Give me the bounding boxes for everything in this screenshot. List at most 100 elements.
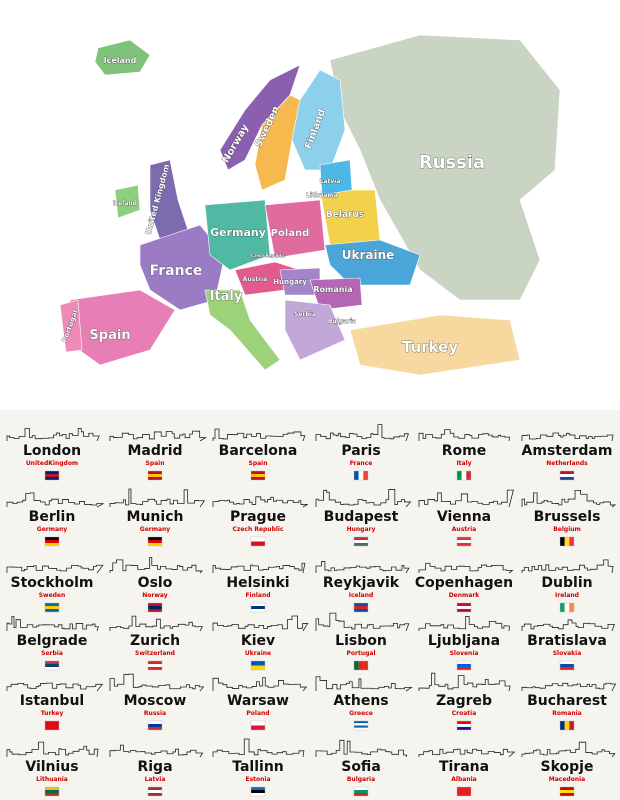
flag-stripe	[457, 540, 471, 543]
skyline	[6, 564, 104, 574]
city-country: Croatia	[452, 710, 477, 717]
flag-stripe	[461, 471, 467, 480]
flag	[456, 660, 472, 671]
flag-stripe	[457, 661, 471, 664]
flag-stripe	[560, 667, 574, 670]
flag-stripe	[251, 541, 265, 546]
flag-stripe	[148, 790, 162, 793]
flag-border	[44, 536, 60, 547]
country-label: Belarus	[326, 210, 364, 220]
skyline	[109, 615, 204, 632]
flag-stripe	[466, 471, 471, 480]
flag-stripe	[45, 664, 59, 667]
flag-stripe	[457, 664, 471, 667]
city-name: Kiev	[241, 633, 275, 649]
flag-stripe	[148, 606, 162, 609]
skyline	[521, 489, 617, 508]
flag	[559, 536, 575, 547]
skyline	[212, 496, 308, 508]
flag	[250, 660, 266, 671]
city-country: Czech Republic	[232, 526, 284, 533]
country-label: Russia	[419, 152, 485, 173]
city-country: Ukraine	[245, 650, 271, 657]
city-name: Barcelona	[219, 443, 298, 459]
city-name: Helsinki	[226, 575, 289, 591]
city-name: Vienna	[437, 509, 491, 525]
flag-stripe	[560, 474, 574, 477]
flag	[353, 602, 369, 613]
flag-stripe	[148, 474, 162, 477]
city-name: Rome	[442, 443, 486, 459]
flag	[250, 720, 266, 731]
flag-stripe	[354, 543, 368, 546]
flag-border	[44, 660, 60, 671]
flag-stripe	[45, 793, 59, 796]
flag-border	[353, 470, 369, 481]
flag-stripe	[148, 721, 162, 724]
flag-stripe	[354, 793, 368, 796]
city-country: Portugal	[346, 650, 375, 657]
city-country: Switzerland	[135, 650, 175, 657]
country-label: Ireland	[113, 200, 137, 207]
flag-stripe	[45, 540, 59, 543]
flag-stripe	[251, 471, 265, 474]
skyline	[109, 488, 206, 508]
flag-stripe	[457, 787, 471, 796]
city-country: Spain	[146, 460, 165, 467]
city-country: France	[350, 460, 373, 467]
city-country: Germany	[140, 526, 171, 533]
flag-border	[250, 536, 266, 547]
flag-stripe	[564, 537, 570, 546]
flag-stripe	[354, 725, 368, 728]
flag-stripe	[457, 721, 471, 724]
country-label: Iceland	[104, 56, 137, 65]
skyline	[109, 673, 205, 692]
city-name: Budapest	[324, 509, 399, 525]
flag-stripe	[45, 606, 59, 609]
flag-stripe	[148, 471, 162, 474]
flag-stripe	[560, 790, 574, 793]
skyline	[6, 616, 99, 632]
city-name: Sofia	[341, 759, 381, 775]
flag-border	[456, 720, 472, 731]
skyline	[418, 748, 516, 758]
flag-border	[250, 720, 266, 731]
flag-stripe	[251, 665, 265, 670]
flag-border	[147, 786, 163, 797]
flag-stripe	[45, 790, 59, 793]
city-name: Madrid	[127, 443, 182, 459]
flag	[44, 470, 60, 481]
flag-stripe	[45, 477, 59, 480]
flag-stripe	[148, 477, 162, 480]
skyline	[212, 677, 308, 692]
flag-stripe	[251, 537, 265, 542]
flag-stripe	[354, 471, 359, 480]
city-country: Slovenia	[450, 650, 479, 657]
flag-stripe	[251, 603, 265, 606]
flag-stripe	[560, 603, 565, 612]
skyline	[315, 489, 412, 508]
city-name: Athens	[333, 693, 388, 709]
flag	[250, 536, 266, 547]
city-country: Poland	[246, 710, 269, 717]
flag	[147, 720, 163, 731]
flag-stripe	[569, 537, 574, 546]
flag-stripe	[354, 721, 368, 724]
city-name: Bucharest	[527, 693, 607, 709]
city-name: Brussels	[534, 509, 601, 525]
flag-stripe	[457, 603, 471, 606]
flag-stripe	[251, 787, 265, 790]
city-name: Vilnius	[25, 759, 78, 775]
flag-stripe	[148, 793, 162, 796]
skyline	[521, 619, 615, 632]
skyline	[521, 432, 614, 442]
flag-border	[147, 720, 163, 731]
city-name: Zurich	[130, 633, 180, 649]
flag-stripe	[363, 661, 368, 670]
skyline	[212, 562, 306, 574]
flag-stripe	[457, 609, 471, 612]
city-country: Belgium	[553, 526, 581, 533]
flag-border	[353, 660, 369, 671]
flag	[456, 786, 472, 797]
flag-stripe	[354, 540, 368, 543]
